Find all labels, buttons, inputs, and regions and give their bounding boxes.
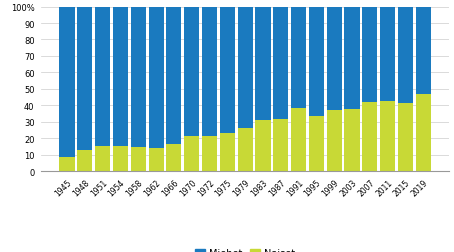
Legend: Miehet, Naiset: Miehet, Naiset xyxy=(192,244,299,252)
Bar xyxy=(273,8,288,120)
Bar xyxy=(148,8,163,148)
Bar xyxy=(380,8,395,102)
Bar xyxy=(291,8,306,108)
Bar xyxy=(327,111,342,171)
Bar xyxy=(166,144,182,171)
Bar xyxy=(131,148,146,171)
Bar xyxy=(327,8,342,111)
Bar xyxy=(184,136,199,171)
Bar xyxy=(256,120,271,171)
Bar xyxy=(220,8,235,134)
Bar xyxy=(113,147,128,171)
Bar xyxy=(398,8,413,103)
Bar xyxy=(59,158,74,171)
Bar xyxy=(131,8,146,148)
Bar xyxy=(202,136,217,171)
Bar xyxy=(345,110,360,171)
Bar xyxy=(148,148,163,171)
Bar xyxy=(380,102,395,171)
Bar xyxy=(416,8,431,94)
Bar xyxy=(291,108,306,171)
Bar xyxy=(256,8,271,120)
Bar xyxy=(416,94,431,171)
Bar xyxy=(345,8,360,110)
Bar xyxy=(113,8,128,147)
Bar xyxy=(273,120,288,171)
Bar xyxy=(309,8,324,116)
Bar xyxy=(184,8,199,136)
Bar xyxy=(95,147,110,171)
Bar xyxy=(237,129,253,171)
Bar xyxy=(220,134,235,171)
Bar xyxy=(59,8,74,158)
Bar xyxy=(398,103,413,171)
Bar xyxy=(95,8,110,147)
Bar xyxy=(77,8,93,151)
Bar xyxy=(309,116,324,171)
Bar xyxy=(166,8,182,144)
Bar xyxy=(362,8,377,103)
Bar xyxy=(362,103,377,171)
Bar xyxy=(237,8,253,129)
Bar xyxy=(77,151,93,171)
Bar xyxy=(202,8,217,136)
